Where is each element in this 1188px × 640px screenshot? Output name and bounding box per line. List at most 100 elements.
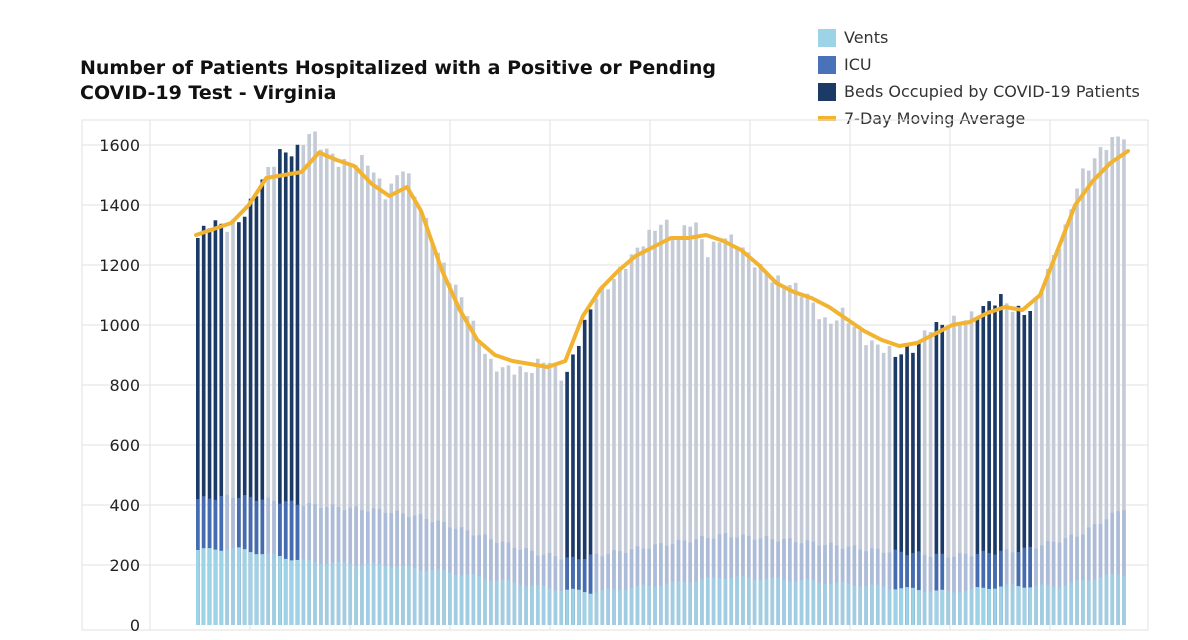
beds-bar [295, 144, 300, 625]
day-bar [606, 289, 610, 625]
beds-bar [348, 163, 353, 625]
day-bar [207, 228, 212, 625]
beds-bar [483, 353, 487, 625]
vents-bar [354, 565, 358, 625]
day-bar [395, 175, 399, 625]
vents-bar [817, 582, 821, 625]
vents-bar [559, 591, 564, 625]
vents-bar [1069, 582, 1074, 625]
vents-bar [881, 586, 886, 625]
beds-bar [899, 354, 904, 625]
legend-item-beds: Beds Occupied by COVID-19 Patients [818, 78, 1140, 105]
vents-bar [676, 580, 681, 625]
icu-bar [1081, 534, 1085, 625]
day-bar [952, 315, 956, 625]
day-bar [278, 149, 282, 625]
beds-bar [963, 320, 968, 625]
icu-bar [1063, 537, 1068, 625]
vents-bar [571, 588, 575, 625]
day-bar [489, 358, 493, 625]
vents-bar [670, 581, 675, 625]
beds-bar [383, 199, 388, 626]
vents-bar [430, 569, 435, 625]
day-bar [1075, 188, 1079, 625]
beds-bar [700, 239, 704, 626]
vents-bar [600, 589, 605, 625]
vents-bar [981, 587, 986, 625]
beds-bar [741, 247, 745, 625]
beds-bar [934, 322, 939, 625]
vents-bar [348, 564, 353, 625]
day-bar [1022, 314, 1027, 625]
vents-bar [401, 565, 405, 625]
beds-bar [448, 283, 452, 625]
vents-bar [946, 590, 950, 625]
vents-bar [307, 560, 312, 625]
day-bar [1092, 158, 1097, 625]
beds-bar [201, 225, 206, 626]
day-bar [196, 238, 200, 625]
day-bar [946, 327, 950, 625]
day-bar [307, 133, 312, 626]
vents-bar [248, 552, 253, 625]
beds-bar [705, 257, 710, 625]
day-bar [219, 223, 224, 625]
day-bar [993, 305, 997, 625]
beds-bar [489, 358, 493, 625]
bars [196, 131, 1126, 626]
vents-bar [1092, 579, 1097, 625]
day-bar [805, 293, 810, 625]
vents-bar [741, 576, 745, 625]
beds-bar [1010, 311, 1015, 625]
beds-bar [565, 371, 569, 625]
icu-bar [1022, 547, 1027, 625]
day-bar [770, 282, 775, 625]
vents-bar [776, 577, 780, 625]
vents-bar [963, 590, 968, 625]
icu-bar [852, 545, 857, 625]
vents-bar [834, 582, 839, 625]
beds-bar [770, 282, 775, 625]
vents-bar [746, 577, 751, 625]
beds-bar [594, 298, 599, 625]
vents-bar [1034, 585, 1038, 625]
beds-bar [717, 242, 722, 626]
day-bar [682, 225, 687, 625]
icu-bar [1057, 542, 1062, 625]
beds-bar [870, 340, 874, 625]
beds-bar [365, 165, 370, 625]
icu-bar [940, 553, 945, 625]
day-bar [1045, 268, 1050, 625]
vents-bar [295, 559, 300, 625]
beds-bar [981, 306, 986, 625]
beds-bar [975, 317, 980, 625]
day-bar [424, 217, 429, 626]
beds-bar [254, 196, 259, 625]
vents-bar [242, 549, 247, 625]
icu-bar [588, 554, 593, 625]
vents-bar [846, 583, 851, 625]
beds-bar [559, 380, 564, 625]
beds-bar [512, 374, 517, 625]
day-bar [600, 285, 605, 625]
vents-bar [870, 584, 874, 625]
icu-bar [922, 554, 927, 625]
vents-bar [1057, 587, 1062, 625]
day-bar [870, 340, 874, 625]
beds-bar [805, 293, 810, 625]
day-bar [407, 173, 411, 625]
day-bar [799, 296, 804, 625]
day-bar [401, 171, 405, 625]
day-bar [559, 380, 564, 625]
vents-bar [618, 590, 622, 625]
day-bar [864, 345, 868, 625]
day-bar [887, 345, 892, 625]
day-bar [547, 362, 552, 625]
beds-bar [782, 285, 786, 625]
beds-bar [653, 230, 657, 625]
day-bar [483, 353, 487, 625]
vents-bar [541, 585, 546, 625]
vents-bar [360, 565, 364, 625]
beds-bar [600, 285, 605, 625]
beds-bar [196, 238, 200, 625]
